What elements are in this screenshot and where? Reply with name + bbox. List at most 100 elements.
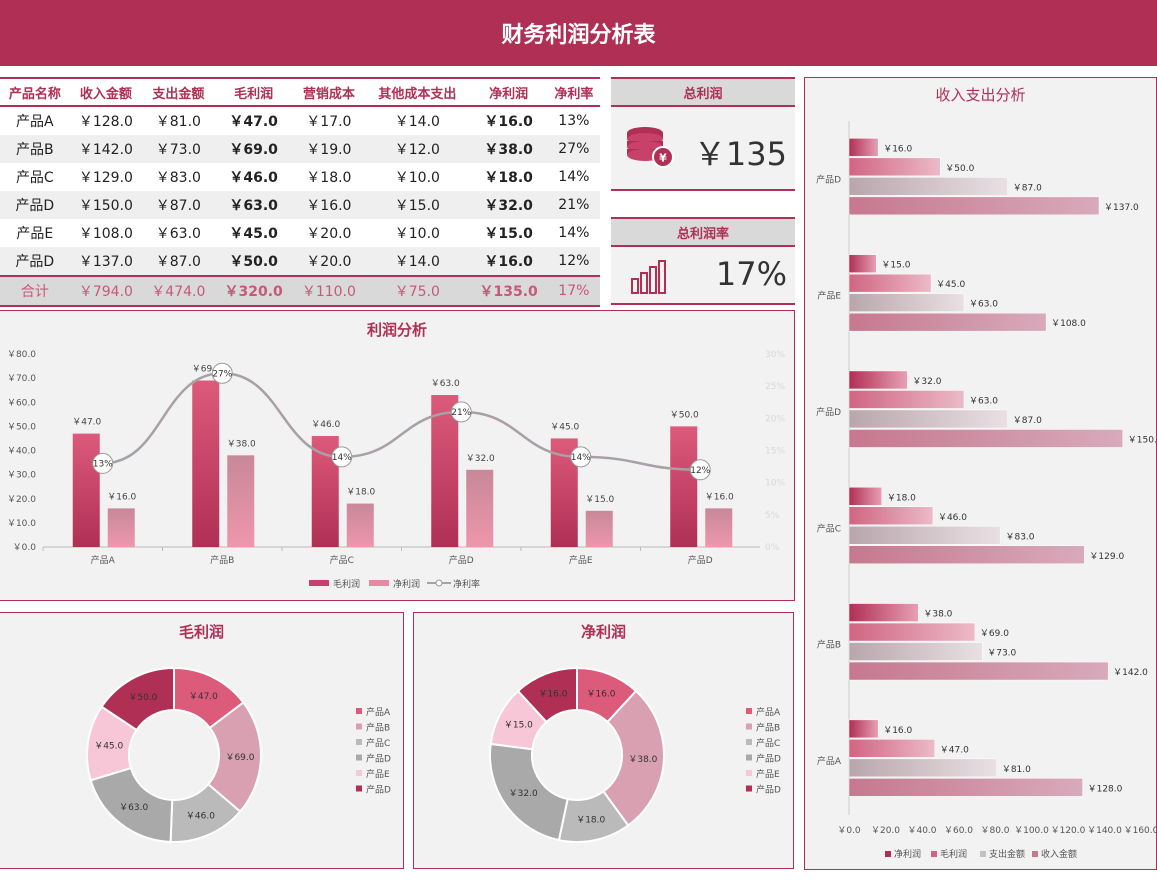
- hbar-0: [848, 138, 879, 157]
- table-cell: 产品C: [15, 170, 54, 186]
- table-cell: ￥15.0: [365, 191, 470, 219]
- net-rate-label: 14%: [571, 453, 591, 463]
- total-cell: ￥320.0: [214, 275, 293, 307]
- table-cell: ￥83.0: [155, 170, 201, 186]
- legend-swatch: [356, 770, 362, 776]
- hbar-2: [848, 642, 983, 661]
- gross-profit-panel: 毛利润 ￥47.0 ￥69.0 ￥46.0 ￥63.0 ￥45.0 ￥50.0 产品A 产品B…: [0, 612, 404, 869]
- table-cell: ￥129.0: [78, 170, 133, 186]
- gross-profit-label: ￥69.0: [192, 365, 221, 375]
- y-tick-label: ￥0.0: [13, 543, 37, 553]
- hbar-2: [848, 526, 1001, 545]
- total-cell: ￥110.0: [292, 275, 366, 307]
- legend-label: 产品E: [756, 768, 780, 780]
- hbar-value-label: ￥129.0: [1089, 552, 1124, 562]
- hbar-0: [848, 370, 908, 390]
- chart-legend: 毛利润 净利润 净利率: [309, 578, 480, 590]
- table-cell: ￥14.0: [365, 247, 470, 276]
- net-rate-marker: [211, 362, 233, 384]
- table-cell: ￥81.0: [155, 114, 201, 130]
- donut-slice: [516, 666, 578, 724]
- x-tick-label: 产品A: [91, 554, 116, 566]
- hbar-value-label: ￥128.0: [1088, 784, 1123, 794]
- hbar-value-label: ￥45.0: [936, 280, 965, 290]
- x-tick-label: 产品D: [688, 554, 713, 566]
- table-cell: 产品A: [16, 114, 54, 130]
- legend-label: 产品B: [756, 722, 780, 734]
- hbar-2: [848, 758, 998, 778]
- table-cell: ￥38.0: [469, 135, 548, 163]
- table-cell: ￥10.0: [394, 170, 440, 186]
- legend-label: 产品B: [366, 722, 390, 734]
- net-rate-marker: [450, 401, 472, 423]
- profit-analysis-panel: 利润分析 ￥0.0 ￥10.0 ￥20.0 ￥30.0 ￥40.0 ￥50.0 ￥60.0 ￥…: [0, 310, 795, 601]
- table-cell: ￥32.0: [469, 191, 548, 219]
- net-rate-label: 27%: [212, 369, 232, 379]
- hbar-3: [848, 196, 1100, 216]
- profit-table: 产品名称 收入金额 支出金额 毛利润 营销成本 其他成本支出 净利润 净利率 产品A ￥128.…: [0, 77, 600, 307]
- table-cell: ￥69.0: [214, 135, 293, 163]
- table-cell: 产品B: [0, 135, 70, 163]
- x-tick-label: ￥160.0: [1124, 826, 1156, 836]
- hbar-value-label: ￥15.0: [881, 261, 910, 271]
- legend-label: 产品C: [756, 737, 780, 749]
- hbar-value-label: ￥81.0: [1002, 765, 1031, 775]
- donut-value-label: ￥15.0: [504, 721, 533, 731]
- table-cell: 产品E: [16, 226, 54, 242]
- net-rate-marker: [689, 459, 711, 481]
- total-profit-value: ￥135: [693, 135, 787, 173]
- table-cell: ￥16.0: [292, 191, 366, 219]
- legend-label: 产品C: [366, 737, 390, 749]
- total-row: 合计 ￥794.0 ￥474.0 ￥320.0 ￥110.0 ￥75.0 ￥135.0 17%: [0, 275, 600, 307]
- table-row: 产品D ￥150.0 ￥87.0 ￥63.0 ￥16.0 ￥15.0 ￥32.0 21%: [0, 191, 600, 219]
- donut-value-label: ￥38.0: [628, 755, 657, 765]
- gross-profit-bar: [431, 395, 459, 547]
- table-cell: ￥10.0: [394, 226, 440, 242]
- hbar-value-label: ￥69.0: [980, 629, 1009, 639]
- y-tick-label: ￥50.0: [7, 422, 36, 432]
- y2-tick-label: 15%: [765, 447, 785, 457]
- column-header: 毛利润: [214, 77, 293, 107]
- net-profit-label: ￥16.0: [107, 492, 136, 502]
- net-rate-label: 21%: [451, 408, 471, 418]
- column-header: 净利率: [547, 77, 600, 107]
- legend-swatch: [1032, 851, 1038, 857]
- x-tick-label: ￥60.0: [944, 826, 973, 836]
- table-cell: ￥12.0: [365, 135, 470, 163]
- column-header: 产品名称: [0, 77, 70, 107]
- legend-swatch: [356, 708, 362, 714]
- y2-tick-label: 5%: [765, 511, 780, 521]
- legend-label: 产品D: [756, 784, 781, 796]
- net-profit-bar: [466, 469, 494, 547]
- legend-label: 产品A: [366, 706, 391, 718]
- y-tick-label: ￥80.0: [7, 350, 36, 360]
- legend-swatch: [746, 739, 752, 745]
- total-cell: ￥135.0: [469, 275, 548, 307]
- legend-swatch: [356, 785, 362, 792]
- net-profit-bar: [705, 508, 733, 547]
- table-cell: ￥50.0: [214, 247, 293, 276]
- table-cell: ￥63.0: [155, 226, 201, 242]
- y2-tick-label: 20%: [765, 414, 785, 424]
- legend-label: 产品D: [366, 753, 391, 765]
- hbar-1: [848, 273, 932, 293]
- hbar-value-label: ￥87.0: [1013, 183, 1042, 193]
- y2-tick-label: 25%: [765, 382, 785, 392]
- hbar-value-label: ￥63.0: [969, 300, 998, 310]
- x-tick-label: ￥100.0: [1014, 826, 1049, 836]
- donut-slice: [206, 701, 262, 813]
- legend-swatch-gross: [309, 580, 329, 586]
- gross-profit-bar: [670, 426, 698, 547]
- donut-value-label: ￥50.0: [128, 693, 157, 703]
- hbar-2: [848, 177, 1009, 196]
- table-cell: 27%: [547, 135, 600, 163]
- svg-text:¥: ¥: [659, 152, 667, 165]
- legend-label: 产品D: [366, 784, 391, 796]
- total-cell: ￥75.0: [365, 275, 470, 307]
- hbar-0: [848, 719, 879, 739]
- profit-analysis-chart: ￥0.0 ￥10.0 ￥20.0 ￥30.0 ￥40.0 ￥50.0 ￥60.0 ￥70.0 ￥…: [7, 350, 785, 590]
- net-rate-marker: [570, 446, 592, 468]
- legend-swatch: [356, 723, 362, 730]
- legend-swatch-net: [369, 580, 389, 586]
- hbar-1: [848, 739, 936, 758]
